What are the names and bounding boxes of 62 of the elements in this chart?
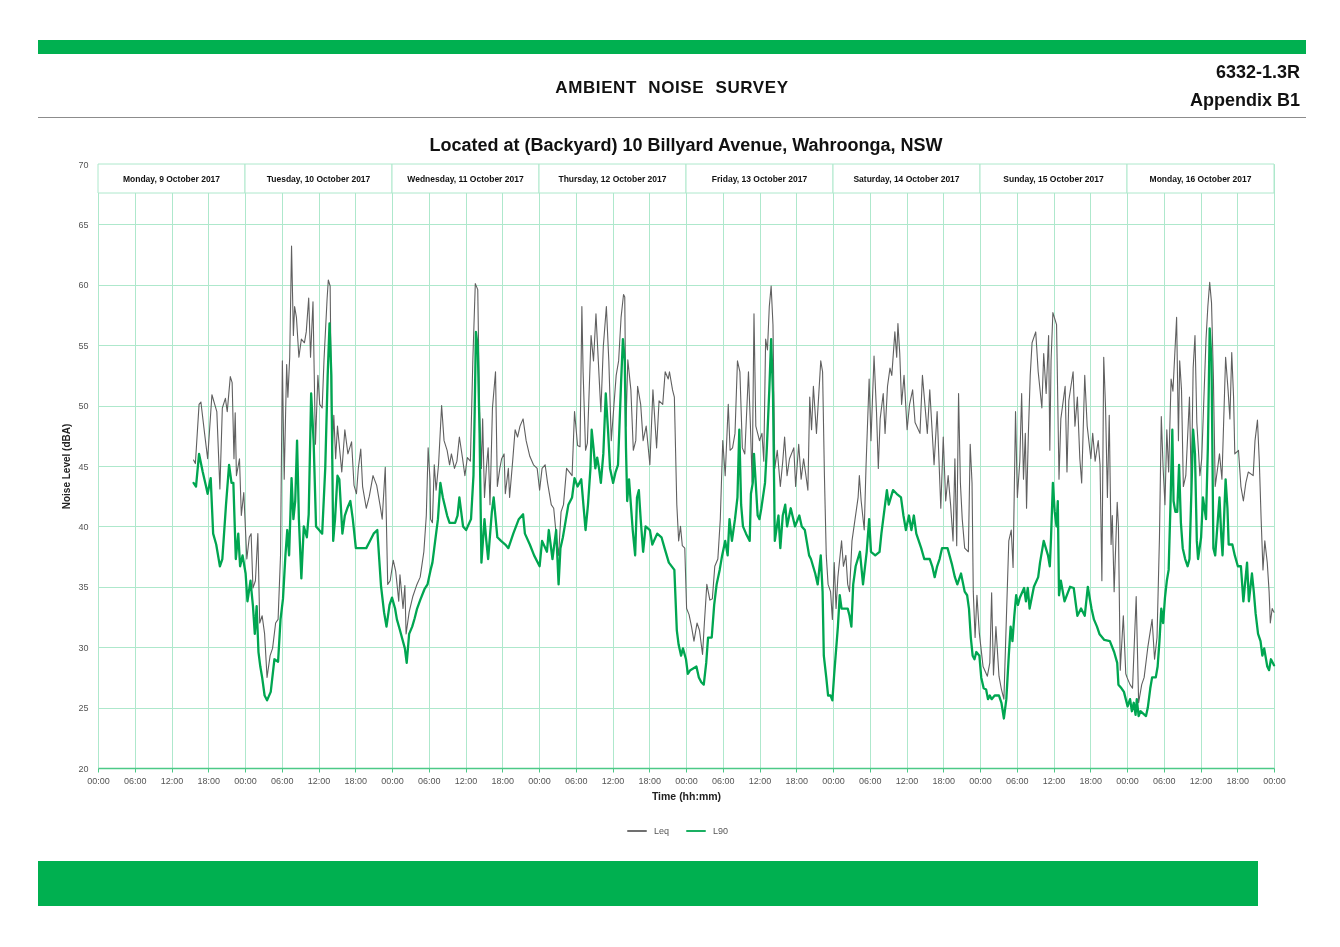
annotation: Monday, 16 October 2017	[1149, 173, 1252, 184]
x-tick-label: 12:00	[160, 775, 184, 786]
annotation: Wednesday, 11 October 2017	[407, 173, 524, 184]
x-tick-label: 18:00	[197, 775, 221, 786]
x-tick-label: 12:00	[748, 775, 772, 786]
y-tick-label: 45	[78, 461, 89, 472]
y-tick-label: 25	[78, 703, 89, 714]
annotation: Thursday, 12 October 2017	[558, 173, 667, 184]
x-tick-label: 00:00	[1263, 775, 1286, 786]
y-tick-label: 35	[78, 582, 89, 593]
x-tick-label: 18:00	[932, 775, 956, 786]
x-tick-label: 18:00	[1226, 775, 1250, 786]
x-tick-label: 18:00	[785, 775, 809, 786]
annotation: Tuesday, 10 October 2017	[266, 173, 371, 184]
line-series	[192, 322, 1276, 720]
annotation: Saturday, 14 October 2017	[853, 173, 960, 184]
x-tick-label: 06:00	[270, 775, 294, 786]
x-tick-label: 12:00	[601, 775, 625, 786]
y-tick-label: 40	[78, 521, 89, 532]
x-tick-label: 06:00	[564, 775, 588, 786]
x-tick-label: 06:00	[1005, 775, 1029, 786]
x-tick-label: 06:00	[858, 775, 882, 786]
x-tick-label: 12:00	[1042, 775, 1066, 786]
x-tick-label: 00:00	[87, 775, 110, 786]
x-tick-label: 06:00	[417, 775, 441, 786]
x-tick-label: 12:00	[454, 775, 478, 786]
x-tick-label: 00:00	[234, 775, 257, 786]
x-tick-label: 06:00	[711, 775, 735, 786]
x-tick-label: 00:00	[969, 775, 992, 786]
y-axis-title: Noise Level (dBA)	[61, 423, 73, 510]
x-tick-label: 12:00	[895, 775, 919, 786]
x-tick-label: 06:00	[123, 775, 147, 786]
y-tick-label: 70	[78, 159, 89, 170]
annotation: Sunday, 15 October 2017	[1003, 173, 1105, 184]
y-tick-label: 65	[78, 219, 89, 230]
x-tick-label: 00:00	[528, 775, 551, 786]
x-tick-label: 00:00	[1116, 775, 1139, 786]
x-tick-label: 18:00	[1079, 775, 1103, 786]
y-tick-label: 60	[78, 280, 89, 291]
text: 6332-1.3R	[1214, 61, 1300, 84]
x-tick-label: 06:00	[1152, 775, 1176, 786]
line-series	[193, 245, 1275, 704]
y-tick-label: 50	[78, 401, 89, 412]
legend-label: Leq	[654, 826, 670, 836]
x-tick-label: 18:00	[344, 775, 368, 786]
y-tick-label: 20	[78, 763, 89, 774]
chart-title: Located at (Backyard) 10 Billyard Avenue, Wahroonga, NSW	[429, 135, 943, 155]
text: AMBIENT NOISE SURVEY	[555, 78, 789, 97]
y-tick-label: 55	[78, 340, 89, 351]
text: Appendix B1	[1189, 89, 1300, 112]
x-tick-label: 00:00	[381, 775, 404, 786]
x-tick-label: 00:00	[822, 775, 845, 786]
annotation: Monday, 9 October 2017	[122, 173, 221, 184]
x-tick-label: 18:00	[491, 775, 515, 786]
y-tick-label: 30	[78, 642, 89, 653]
x-tick-label: 00:00	[675, 775, 698, 786]
x-axis-title: Time (hh:mm)	[651, 789, 722, 802]
x-tick-label: 18:00	[638, 775, 662, 786]
x-tick-label: 12:00	[307, 775, 331, 786]
x-tick-label: 12:00	[1189, 775, 1213, 786]
legend-label: L90	[713, 826, 729, 836]
annotation: Friday, 13 October 2017	[711, 173, 808, 184]
